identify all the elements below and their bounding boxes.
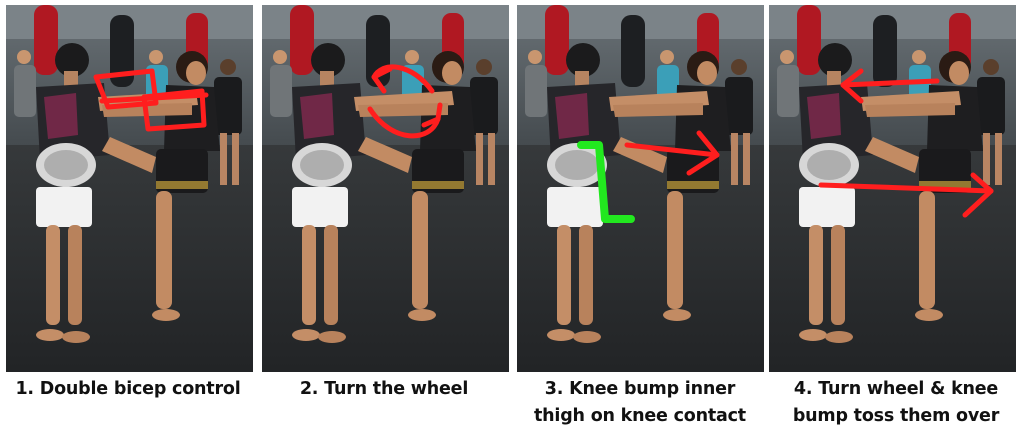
caption-line: 1. Double bicep control	[15, 379, 241, 399]
panel-2-photo	[262, 5, 509, 372]
caption-panel-3: 3. Knee bump inner thigh on knee contact	[512, 376, 768, 430]
annotation-red-arrow-left	[840, 68, 940, 104]
annotation-red-arrow-right-long	[818, 172, 994, 218]
panel-4-photo	[769, 5, 1016, 372]
caption-line: 3. Knee bump inner	[544, 379, 736, 399]
photo-knee-bump	[517, 5, 764, 372]
annotation-red-arrow-right	[624, 130, 720, 176]
photo-toss-them-over	[769, 5, 1016, 372]
caption-panel-1: 1. Double bicep control	[0, 376, 256, 403]
panel-1-photo	[6, 5, 253, 372]
photo-turn-the-wheel	[262, 5, 509, 372]
caption-panel-2: 2. Turn the wheel	[256, 376, 512, 403]
annotation-red-box	[93, 68, 209, 132]
caption-line: thigh on knee contact	[534, 406, 746, 426]
caption-line: 4. Turn wheel & knee	[793, 379, 999, 399]
annotation-rotation-arrows	[367, 64, 443, 139]
caption-line: 2. Turn the wheel	[299, 379, 469, 399]
panel-3-photo	[517, 5, 764, 372]
caption-panel-4: 4. Turn wheel & knee bump toss them over	[768, 376, 1024, 430]
photo-double-bicep-control	[6, 5, 253, 372]
annotation-green-l-marker	[577, 141, 635, 223]
caption-line: bump toss them over	[792, 406, 1000, 426]
